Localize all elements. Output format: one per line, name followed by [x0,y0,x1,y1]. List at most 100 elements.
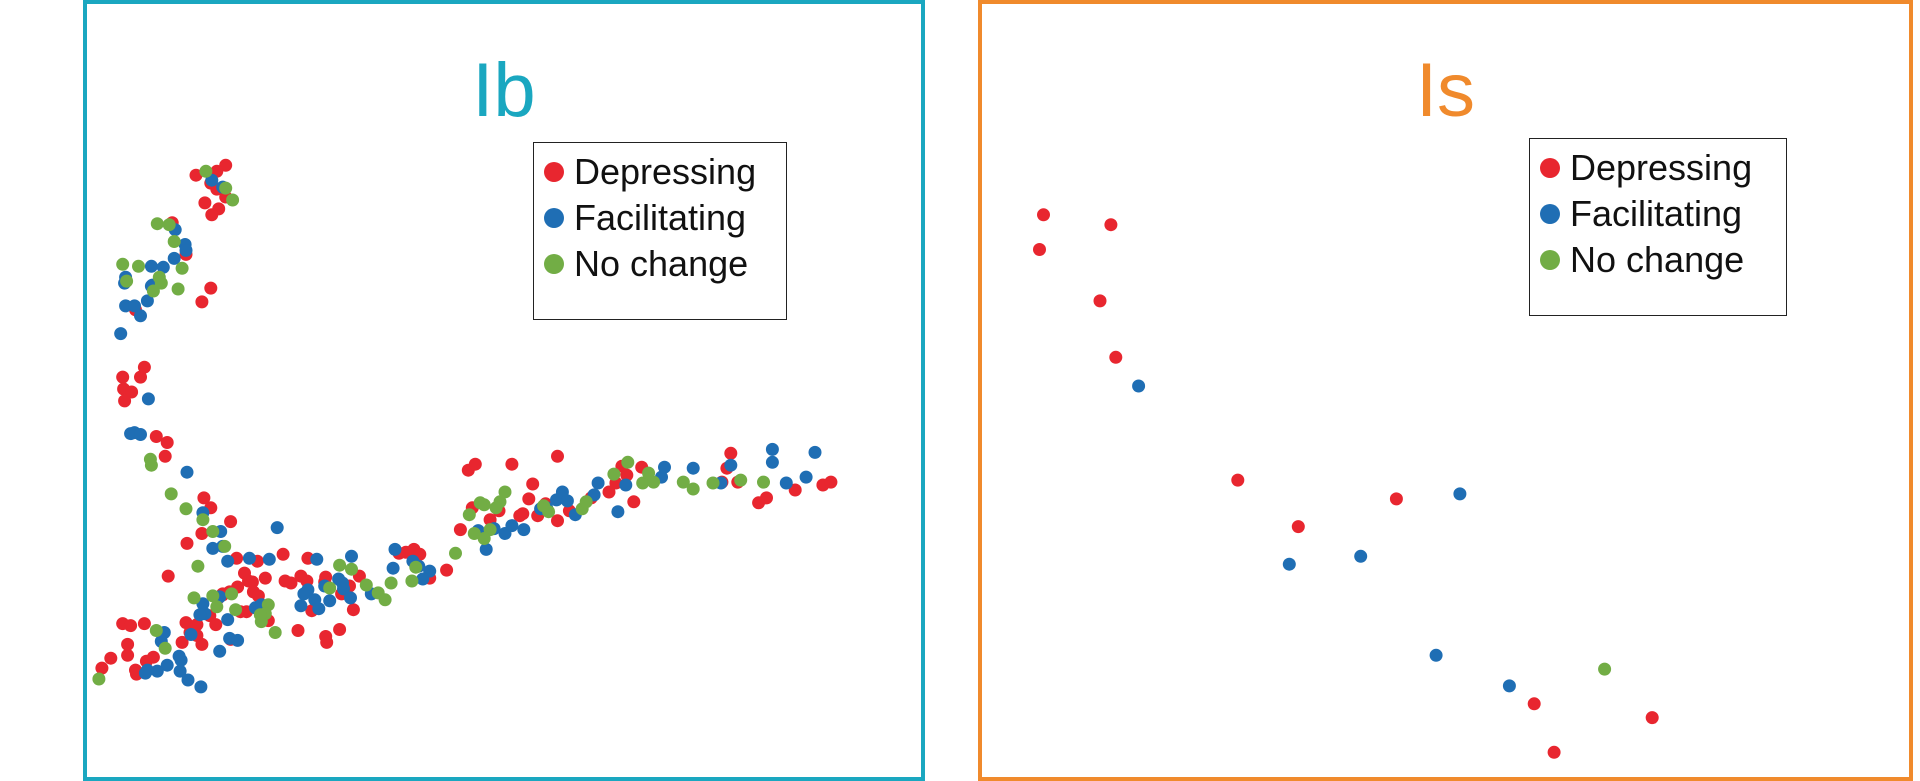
ib-point-facilitating-48 [416,573,429,586]
ib-point-no-change-32 [360,579,373,592]
ib-point-depressing-99 [333,623,346,636]
ib-point-facilitating-85 [592,477,605,490]
ib-point-facilitating-82 [561,494,574,507]
ib-point-depressing-103 [292,624,305,637]
ib-point-depressing-5 [198,196,211,209]
ib-point-facilitating-56 [185,628,198,641]
ib-point-facilitating-67 [213,645,226,658]
ib-point-facilitating-87 [619,479,632,492]
ib-point-depressing-61 [516,507,529,520]
ib-point-no-change-12 [147,285,160,298]
ib-point-facilitating-50 [308,593,321,606]
legend-swatch-no-change [544,254,564,274]
is-point-depressing-0 [1037,208,1050,221]
ib-point-no-change-47 [499,486,512,499]
ib-point-facilitating-20 [134,428,147,441]
ib-point-depressing-89 [104,652,117,665]
legend-swatch-facilitating [544,208,564,228]
ib-point-facilitating-27 [271,521,284,534]
ib-point-facilitating-33 [389,543,402,556]
ib-point-facilitating-97 [809,446,822,459]
ib-point-no-change-60 [734,474,747,487]
ib-point-depressing-70 [551,450,564,463]
legend-swatch-depressing [544,162,564,182]
ib-point-facilitating-95 [780,477,793,490]
legend-item-no-change: No change [1540,237,1776,283]
ib-point-depressing-91 [121,638,134,651]
ib-point-no-change-62 [150,624,163,637]
ib-point-no-change-6 [176,262,189,275]
ib-point-no-change-64 [92,673,105,686]
ib-point-depressing-97 [259,572,272,585]
legend-label-facilitating: Facilitating [574,197,746,239]
ib-point-no-change-51 [580,495,593,508]
is-point-facilitating-0 [1132,380,1145,393]
legend-item-facilitating: Facilitating [1540,191,1776,237]
legend-swatch-no-change [1540,250,1560,270]
ib-point-no-change-56 [647,476,660,489]
ib-point-no-change-40 [474,496,487,509]
ib-point-no-change-29 [323,582,336,595]
ib-point-depressing-15 [116,371,129,384]
ib-point-depressing-100 [347,603,360,616]
ib-point-depressing-12 [195,295,208,308]
ib-point-no-change-49 [537,499,550,512]
legend-item-depressing: Depressing [544,149,776,195]
ib-point-no-change-37 [409,561,422,574]
is-point-facilitating-3 [1453,487,1466,500]
ib-point-facilitating-7 [145,260,158,273]
ib-point-depressing-90 [95,662,108,675]
is-point-facilitating-5 [1503,679,1516,692]
ib-point-no-change-7 [116,258,129,271]
ib-point-facilitating-76 [480,543,493,556]
is-point-depressing-6 [1292,520,1305,533]
legend-is: Depressing Facilitating No change [1529,138,1787,316]
legend-item-facilitating: Facilitating [544,195,776,241]
ib-point-no-change-4 [163,218,176,231]
ib-point-depressing-22 [159,450,172,463]
is-point-depressing-3 [1094,294,1107,307]
ib-point-no-change-31 [345,563,358,576]
ib-point-no-change-28 [269,626,282,639]
ib-point-no-change-52 [607,468,620,481]
legend-label-facilitating: Facilitating [1570,193,1742,235]
legend-item-no-change: No change [544,241,776,287]
ib-point-depressing-94 [180,616,193,629]
ib-point-no-change-42 [490,501,503,514]
ib-point-facilitating-32 [310,553,323,566]
legend-ib: Depressing Facilitating No change [533,142,787,320]
ib-point-no-change-66 [254,608,267,621]
ib-point-no-change-67 [188,591,201,604]
ib-point-no-change-19 [206,525,219,538]
ib-point-depressing-67 [526,478,539,491]
is-point-depressing-5 [1231,474,1244,487]
ib-point-facilitating-90 [687,462,700,475]
ib-point-depressing-101 [279,575,292,588]
is-point-facilitating-4 [1430,649,1443,662]
ib-point-facilitating-86 [611,505,624,518]
ib-point-depressing-113 [724,447,737,460]
ib-point-no-change-22 [225,587,238,600]
ib-point-depressing-25 [224,515,237,528]
is-point-facilitating-1 [1283,558,1296,571]
ib-point-no-change-61 [757,476,770,489]
ib-point-facilitating-25 [221,555,234,568]
ib-point-facilitating-96 [800,471,813,484]
ib-point-depressing-19 [138,361,151,374]
legend-swatch-facilitating [1540,204,1560,224]
ib-point-facilitating-54 [193,608,206,621]
ib-point-depressing-57 [454,523,467,536]
is-point-depressing-2 [1104,218,1117,231]
ib-point-facilitating-66 [194,680,207,693]
ib-point-no-change-13 [172,283,185,296]
ib-point-depressing-64 [469,458,482,471]
ib-point-no-change-35 [379,593,392,606]
ib-point-depressing-66 [522,492,535,505]
ib-point-facilitating-94 [766,456,779,469]
is-point-depressing-10 [1646,711,1659,724]
ib-point-no-change-16 [165,487,178,500]
ib-point-depressing-21 [161,436,174,449]
ib-point-no-change-0 [199,165,212,178]
ib-point-facilitating-49 [336,577,349,590]
ib-point-no-change-46 [468,527,481,540]
